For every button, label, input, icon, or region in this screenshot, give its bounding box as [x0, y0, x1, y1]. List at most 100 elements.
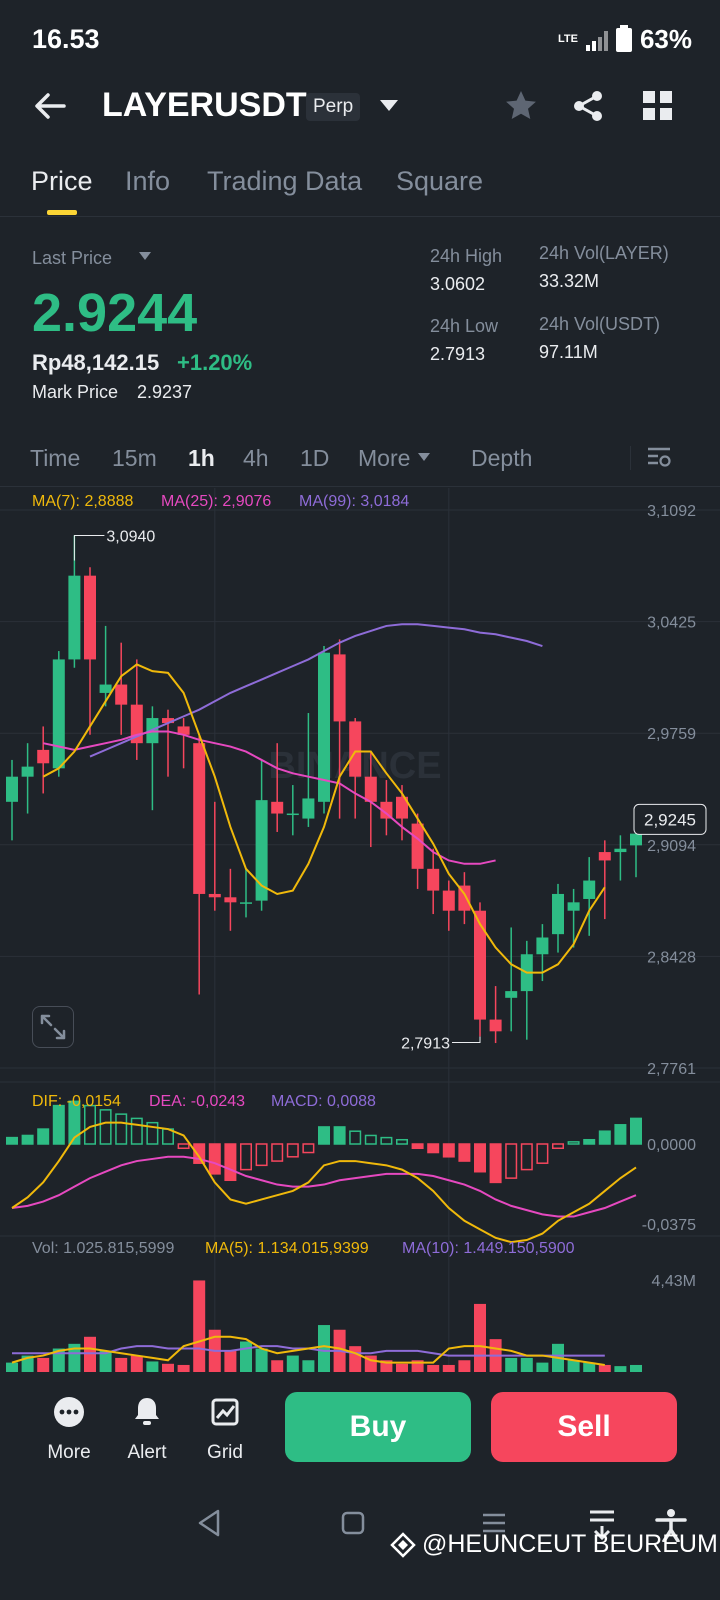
ma25-line [42, 730, 496, 865]
interval-divider-line [0, 486, 720, 487]
more-button[interactable]: More [30, 1395, 108, 1464]
low-marker-label: 2,7913 [401, 1036, 450, 1053]
ma7-legend: MA(7): 2,8888 [32, 493, 134, 510]
volume-bar [630, 1364, 642, 1372]
watermark-diamond-icon [390, 1531, 416, 1558]
volume-bar [567, 1360, 580, 1372]
pair-symbol[interactable]: LAYERUSDT [102, 86, 307, 124]
nav-recents-icon[interactable] [480, 1508, 508, 1538]
candle-body [333, 654, 346, 722]
fullscreen-button[interactable] [32, 1006, 74, 1048]
chart-settings-icon[interactable] [646, 444, 672, 470]
candle-body [286, 813, 299, 816]
volume-legend: Vol: 1.025.815,5999 [32, 1240, 175, 1257]
macd-histogram-bar [52, 1104, 65, 1145]
price-axis-label: 3,1092 [647, 503, 696, 520]
candle-body [240, 902, 252, 904]
more-dropdown-icon[interactable] [418, 453, 430, 461]
signal-icon [585, 29, 608, 51]
macd-histogram-bar [411, 1143, 424, 1150]
volume-bar [614, 1366, 627, 1372]
dif-legend: DIF: -0,0154 [32, 1093, 121, 1110]
volume-bar [224, 1350, 237, 1372]
tab-price[interactable]: Price [31, 166, 93, 196]
macd-histogram-bar [318, 1126, 330, 1145]
last-price-label[interactable]: Last Price [32, 248, 113, 268]
tab-info[interactable]: Info [125, 166, 171, 196]
back-arrow-icon[interactable] [32, 88, 68, 124]
candle-body [583, 880, 596, 899]
interval-4h[interactable]: 4h [243, 445, 269, 471]
candle-body [255, 800, 268, 901]
volume-bar [84, 1336, 96, 1372]
buy-button[interactable]: Buy [285, 1392, 471, 1462]
candle-body [6, 776, 18, 802]
macd-histogram-bar [271, 1143, 284, 1162]
accessibility-icon[interactable] [654, 1508, 688, 1542]
grid-label: Grid [207, 1442, 243, 1463]
candle-body [271, 801, 284, 814]
pair-dropdown-icon[interactable] [380, 100, 398, 111]
interval-15m[interactable]: 15m [112, 445, 157, 471]
battery-percent: 63% [639, 24, 692, 54]
volume-bar [349, 1346, 362, 1372]
grid-layout-icon[interactable] [640, 88, 676, 124]
watermark-text: @HEUNCEUT BEUREUM [422, 1530, 718, 1558]
macd-histogram-bar [489, 1143, 502, 1184]
macd-histogram-bar [520, 1143, 533, 1171]
bell-icon [135, 1398, 159, 1425]
ma99-legend: MA(99): 3,0184 [299, 493, 410, 510]
volume-bar [255, 1348, 268, 1372]
interval-1d[interactable]: 1D [300, 445, 330, 471]
macd-histogram-bar [349, 1130, 362, 1145]
last-price: 2.9244 [32, 283, 198, 343]
volume-bar [115, 1357, 128, 1372]
candle-body [458, 885, 471, 911]
interval-more[interactable]: More [358, 445, 411, 471]
macd-histogram-bar [458, 1143, 471, 1162]
candle-body [427, 868, 440, 891]
macd-histogram-bar [286, 1143, 299, 1158]
ma99-line [89, 623, 543, 758]
interval-1h[interactable]: 1h [188, 445, 215, 471]
nav-back-icon[interactable] [196, 1508, 224, 1538]
candle-body [193, 743, 206, 894]
last-price-dropdown-icon[interactable] [139, 252, 151, 260]
share-icon[interactable] [570, 88, 606, 124]
vol-ma5-legend: MA(5): 1.134.015,9399 [205, 1240, 369, 1257]
dea-legend: DEA: -0,0243 [149, 1093, 246, 1110]
current-price-tag-box [633, 803, 707, 835]
grid-button[interactable]: Grid [186, 1395, 264, 1464]
interval-time[interactable]: Time [30, 445, 81, 471]
candle-body [37, 749, 50, 764]
contract-badge: Perp [306, 93, 361, 121]
macd-histogram-bar [302, 1143, 315, 1154]
sell-button[interactable]: Sell [491, 1392, 677, 1462]
candle-body [614, 848, 627, 853]
volume-bar [240, 1341, 252, 1372]
macd-histogram-bar [583, 1138, 596, 1145]
interval-depth[interactable]: Depth [471, 445, 533, 471]
nav-home-icon[interactable] [340, 1508, 366, 1538]
volume-bar [458, 1360, 471, 1372]
macd-histogram-bar [224, 1143, 237, 1182]
tab-square[interactable]: Square [396, 166, 484, 196]
volume-bar [130, 1355, 143, 1372]
volume-bar [411, 1360, 424, 1372]
macd-histogram-bar [630, 1117, 642, 1145]
macd-histogram-bar [255, 1143, 268, 1167]
volume-bar [6, 1362, 18, 1372]
tab-trading-data[interactable]: Trading Data [207, 166, 363, 196]
nav-keyboard-hide-icon[interactable] [586, 1508, 618, 1540]
macd-legend: MACD: 0,0088 [271, 1093, 376, 1110]
macd-histogram-bar [505, 1143, 518, 1179]
candle-body [474, 910, 486, 1020]
candle-body [630, 833, 642, 846]
volume-bar [427, 1364, 440, 1372]
macd-histogram-bar [193, 1143, 206, 1164]
alert-button[interactable]: Alert [108, 1395, 186, 1464]
candle-body [177, 726, 190, 735]
alert-label: Alert [127, 1442, 167, 1463]
favorite-star-icon[interactable] [503, 88, 539, 124]
